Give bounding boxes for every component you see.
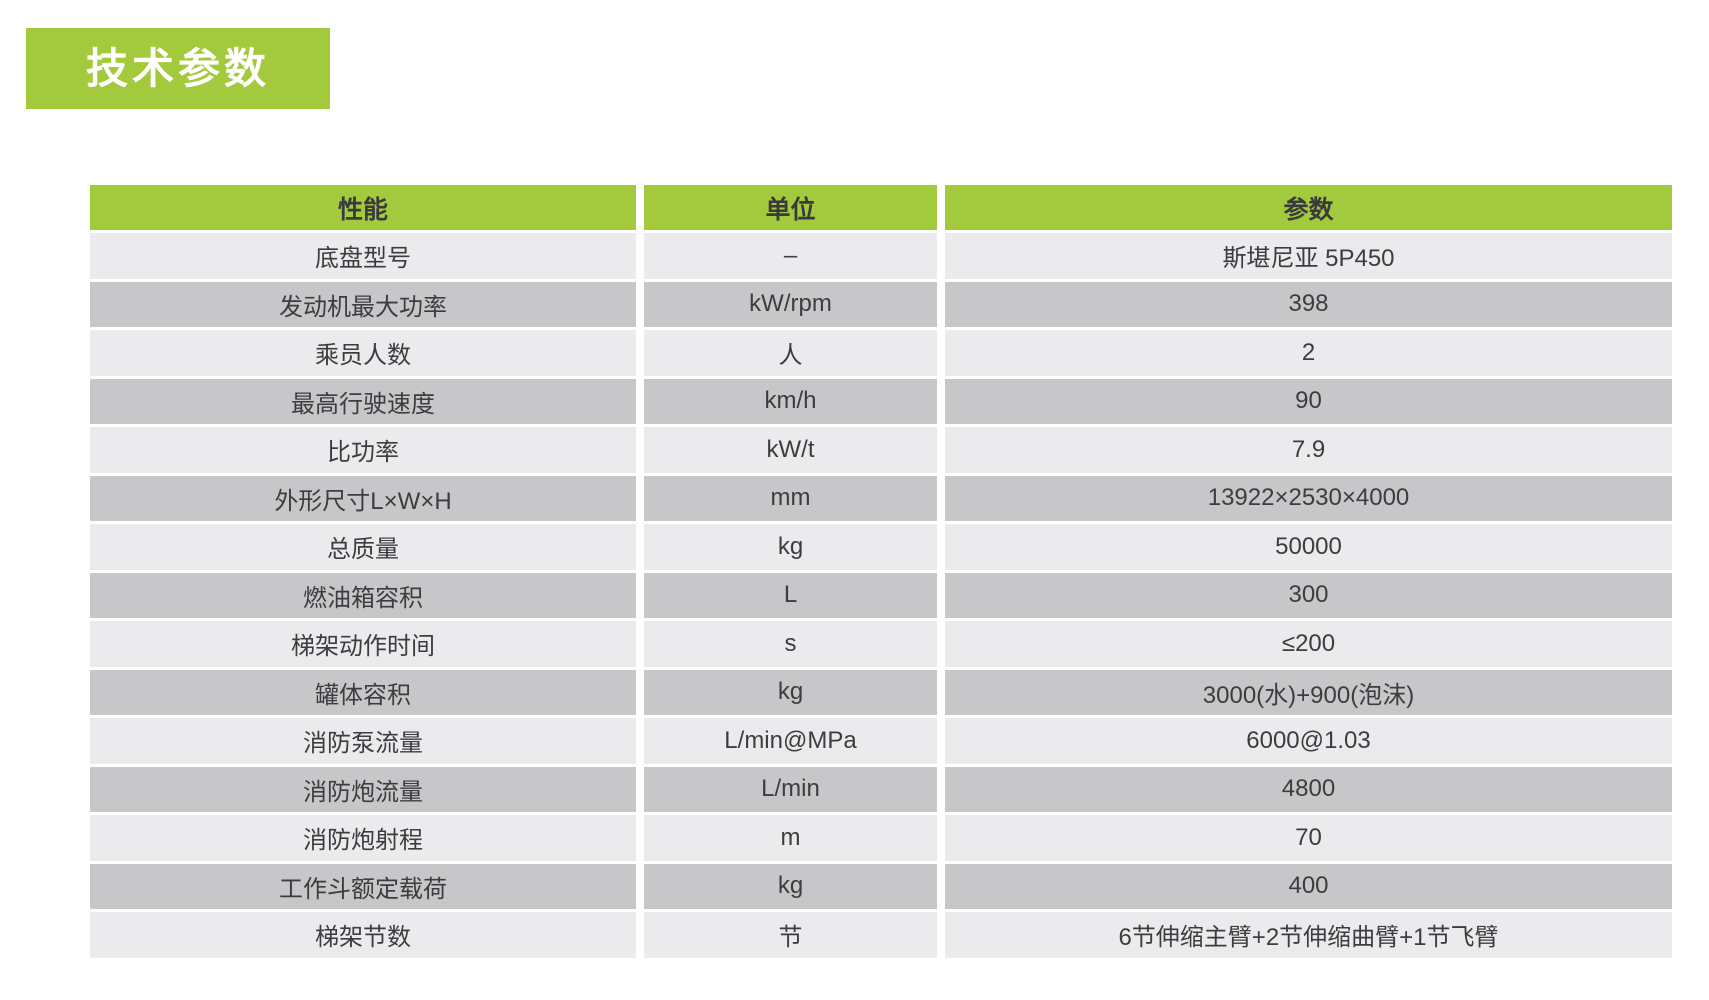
spec-row-value: 斯堪尼亚 5P450 [945, 233, 1672, 279]
spec-row-label: 最高行驶速度 [90, 378, 636, 424]
spec-row-unit: 节 [644, 912, 937, 958]
spec-row-unit: L/min@MPa [644, 718, 937, 764]
spec-row-value: 300 [945, 572, 1672, 618]
spec-row-value: 13922×2530×4000 [945, 475, 1672, 521]
spec-row-label: 总质量 [90, 524, 636, 570]
spec-row-value: 6000@1.03 [945, 718, 1672, 764]
spec-row-value: 90 [945, 378, 1672, 424]
spec-row-unit: kg [644, 669, 937, 715]
spec-row-value: 70 [945, 815, 1672, 861]
spec-row-label: 外形尺寸L×W×H [90, 475, 636, 521]
spec-row-value: ≤200 [945, 621, 1672, 667]
spec-row-label: 燃油箱容积 [90, 572, 636, 618]
spec-row-unit: kg [644, 863, 937, 909]
spec-row-unit: s [644, 621, 937, 667]
spec-row-value: 6节伸缩主臂+2节伸缩曲臂+1节飞臂 [945, 912, 1672, 958]
spec-row-label: 梯架动作时间 [90, 621, 636, 667]
spec-row-label: 发动机最大功率 [90, 281, 636, 327]
spec-row-label: 消防炮射程 [90, 815, 636, 861]
spec-row-value: 4800 [945, 766, 1672, 812]
spec-row-label: 工作斗额定载荷 [90, 863, 636, 909]
spec-row-label: 消防泵流量 [90, 718, 636, 764]
section-title: 技术参数 [85, 44, 270, 92]
spec-row-unit: km/h [644, 378, 937, 424]
spec-row-unit: L [644, 572, 937, 618]
section-title-badge: 技术参数 [26, 28, 330, 109]
spec-row-unit: L/min [644, 766, 937, 812]
column-header-value: 参数 [945, 185, 1672, 230]
spec-row-value: 400 [945, 863, 1672, 909]
spec-row-unit: 人 [644, 330, 937, 376]
spec-row-value: 7.9 [945, 427, 1672, 473]
spec-table: 性能 单位 参数 底盘型号 – 斯堪尼亚 5P450 发动机最大功率 kW/rp… [90, 185, 1672, 958]
spec-row-unit: kg [644, 524, 937, 570]
spec-row-label: 比功率 [90, 427, 636, 473]
spec-row-value: 3000(水)+900(泡沫) [945, 669, 1672, 715]
spec-row-label: 梯架节数 [90, 912, 636, 958]
column-header-performance: 性能 [90, 185, 636, 230]
spec-row-unit: mm [644, 475, 937, 521]
spec-row-unit: – [644, 233, 937, 279]
spec-row-value: 2 [945, 330, 1672, 376]
spec-row-label: 乘员人数 [90, 330, 636, 376]
spec-row-label: 罐体容积 [90, 669, 636, 715]
spec-row-label: 消防炮流量 [90, 766, 636, 812]
spec-row-unit: kW/t [644, 427, 937, 473]
spec-row-value: 50000 [945, 524, 1672, 570]
column-header-unit: 单位 [644, 185, 937, 230]
spec-row-label: 底盘型号 [90, 233, 636, 279]
spec-row-unit: m [644, 815, 937, 861]
spec-row-value: 398 [945, 281, 1672, 327]
spec-row-unit: kW/rpm [644, 281, 937, 327]
